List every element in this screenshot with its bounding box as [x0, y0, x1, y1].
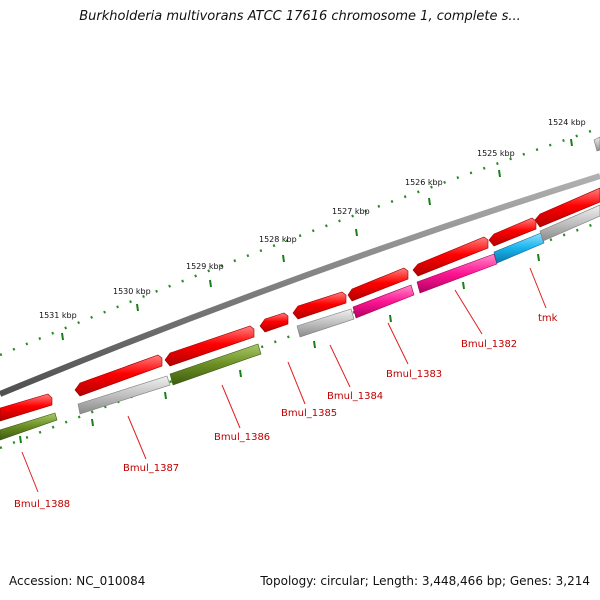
- gene-bmul-1383-body[interactable]: [352, 284, 415, 319]
- gene-label-bmul-1387[interactable]: Bmul_1387: [123, 463, 179, 474]
- gene-gray-right-body[interactable]: [539, 204, 600, 242]
- gene-label-bmul-1384[interactable]: Bmul_1384: [327, 391, 383, 402]
- genome-summary-text: Topology: circular; Length: 3,448,466 bp…: [260, 574, 590, 588]
- scale-label-1531: 1531 kbp: [39, 311, 77, 320]
- scale-label-1528: 1528 kbp: [259, 235, 297, 244]
- scale-label-1530: 1530 kbp: [113, 287, 151, 296]
- scale-label-1527: 1527 kbp: [332, 207, 370, 216]
- gene-tmk-body[interactable]: [493, 232, 545, 264]
- gene-arrow[interactable]: [347, 267, 409, 302]
- gene-arrow[interactable]: [259, 312, 289, 333]
- gene-bmul-1384-body[interactable]: [296, 308, 355, 338]
- gene-label-bmul-1388[interactable]: Bmul_1388: [14, 499, 70, 510]
- gene-label-bmul-1386[interactable]: Bmul_1386: [214, 432, 270, 443]
- chromosome-backbone: [0, 173, 600, 397]
- scale-label-1524: 1524 kbp: [548, 118, 586, 127]
- gene-arrow[interactable]: [412, 236, 489, 277]
- outer-scale-track: [0, 126, 600, 357]
- gene-label-tmk[interactable]: tmk: [538, 313, 558, 324]
- outer-major-ticks: [61, 138, 573, 341]
- gene-arrow[interactable]: [0, 393, 53, 422]
- map-title: Burkholderia multivorans ATCC 17616 chro…: [79, 9, 521, 24]
- scale-label-1525: 1525 kbp: [477, 149, 515, 158]
- gene-arrow[interactable]: [292, 291, 347, 320]
- inner-major-ticks: [19, 253, 540, 444]
- gene-label-bmul-1385[interactable]: Bmul_1385: [281, 408, 337, 419]
- scale-label-1526: 1526 kbp: [405, 178, 443, 187]
- gene-label-bmul-1382[interactable]: Bmul_1382: [461, 339, 517, 350]
- gene-gray-top-right[interactable]: [593, 136, 600, 152]
- gene-arrow[interactable]: [488, 217, 537, 247]
- accession-text: Accession: NC_010084: [9, 574, 146, 588]
- scale-label-1529: 1529 kbp: [186, 262, 224, 271]
- forward-strand-genes: [0, 187, 600, 422]
- gene-label-bmul-1383[interactable]: Bmul_1383: [386, 369, 442, 380]
- gene-arrow[interactable]: [74, 354, 163, 397]
- gene-bmul-1386-body[interactable]: [169, 343, 262, 386]
- gene-bmul-1382-body[interactable]: [416, 253, 498, 294]
- gene-bmul-1387-body[interactable]: [77, 375, 171, 415]
- gene-arrow[interactable]: [164, 325, 255, 367]
- gene-bmul-1388-body[interactable]: [0, 412, 58, 441]
- gene-arrow[interactable]: [534, 187, 600, 228]
- gene-leader-lines: [21, 267, 547, 493]
